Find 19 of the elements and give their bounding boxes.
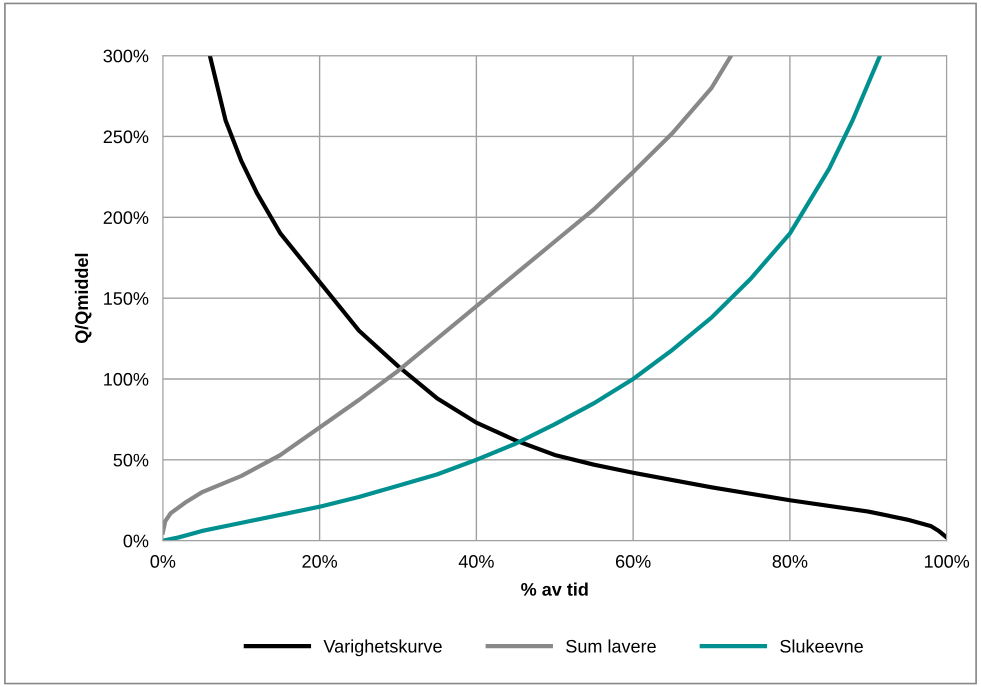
y-tick-label: 300% <box>103 50 148 62</box>
x-axis-title: % av tid <box>521 582 588 596</box>
y-tick-label: 250% <box>104 130 148 144</box>
legend-label: Sum lavere <box>566 639 656 653</box>
y-tick-label: 100% <box>104 372 148 386</box>
x-tick-label: 80% <box>772 555 808 568</box>
y-tick-label: 50% <box>114 454 148 467</box>
legend-label: Varighetskurve <box>324 639 442 656</box>
y-tick-label: 150% <box>104 292 148 305</box>
x-tick-label: 0% <box>150 555 176 568</box>
x-tick-label: 100% <box>924 555 970 568</box>
x-tick-label: 20% <box>302 555 338 568</box>
y-axis-title: Q/Qmiddel <box>74 254 92 344</box>
x-tick-label: 40% <box>458 555 494 568</box>
line-series <box>162 56 734 535</box>
y-tick-label: 0% <box>124 534 148 548</box>
y-tick-label: 200% <box>104 211 148 224</box>
legend-label: Slukeevne <box>780 639 863 653</box>
x-tick-label: 60% <box>616 555 651 568</box>
